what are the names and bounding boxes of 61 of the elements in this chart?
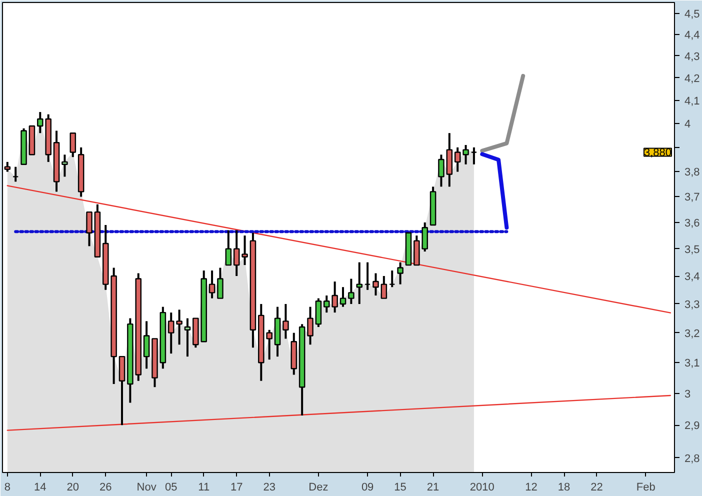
y-tick-label: 4,1 <box>684 96 700 108</box>
candlestick <box>225 229 232 266</box>
x-tick-label: 2010 <box>470 482 494 494</box>
x-tick-label: 17 <box>230 482 243 494</box>
x-tick-label: 14 <box>34 482 46 494</box>
candlestick <box>315 297 322 328</box>
candlestick <box>62 154 68 178</box>
y-tick-label: 3,4 <box>684 271 700 284</box>
candlestick <box>184 317 191 358</box>
candlestick <box>143 320 150 370</box>
y-tick-label: 4,2 <box>684 72 700 85</box>
x-tick-label: 11 <box>198 482 210 494</box>
y-tick-label: 3,7 <box>684 192 700 204</box>
x-tick-label: 20 <box>66 482 80 494</box>
candlestick <box>242 234 248 266</box>
candlestick <box>356 261 363 305</box>
x-tick-label: Nov <box>136 482 157 494</box>
candlestick <box>307 306 314 346</box>
x-tick-label: Feb <box>636 482 656 494</box>
y-tick-label: 3,6 <box>684 217 700 230</box>
candlestick <box>86 211 92 248</box>
candlestick <box>208 270 216 300</box>
x-tick-label: 12 <box>525 482 538 494</box>
y-tick-label: 4 <box>684 118 691 131</box>
candlestick <box>388 270 396 288</box>
candlestick <box>462 144 469 166</box>
x-tick-label: 21 <box>426 482 440 494</box>
candlestick <box>233 229 240 278</box>
candlestick <box>380 275 388 300</box>
candlestick <box>348 278 354 305</box>
candlestick <box>70 132 76 158</box>
candlestick <box>364 261 371 291</box>
x-tick-label: 8 <box>4 482 10 494</box>
candlestick <box>217 266 224 300</box>
candlestick <box>470 146 478 166</box>
candlestick <box>12 166 19 183</box>
y-tick-label: 3,5 <box>684 244 700 256</box>
x-tick-label: 23 <box>263 482 276 494</box>
candlestick <box>397 261 404 286</box>
x-tick-label: 22 <box>590 482 603 494</box>
x-tick-label: Dez <box>308 482 328 494</box>
y-tick-label: 4,3 <box>684 50 700 63</box>
candlestick <box>372 272 379 297</box>
x-tick-label: 26 <box>100 482 112 494</box>
x-tick-label: 09 <box>361 482 374 494</box>
x-tick-label: 15 <box>394 482 406 494</box>
y-tick-label: 4,5 <box>684 8 700 20</box>
y-tick-label: 3,1 <box>684 358 700 370</box>
candlestick <box>454 146 461 173</box>
candlestick <box>438 154 444 188</box>
x-tick-label: 05 <box>164 482 178 494</box>
y-tick-label: 4,4 <box>684 29 700 42</box>
y-tick-label: 2,9 <box>684 420 700 432</box>
candlestick <box>340 286 346 308</box>
candlestick <box>282 302 289 340</box>
y-tick-label: 3,3 <box>684 298 700 311</box>
x-tick-label: 18 <box>558 482 570 494</box>
y-tick-label: 3 <box>684 388 691 400</box>
y-tick-label: 3,2 <box>684 328 700 340</box>
y-tick-label: 2,8 <box>684 452 700 465</box>
y-tick-label: 3,8 <box>684 166 700 179</box>
